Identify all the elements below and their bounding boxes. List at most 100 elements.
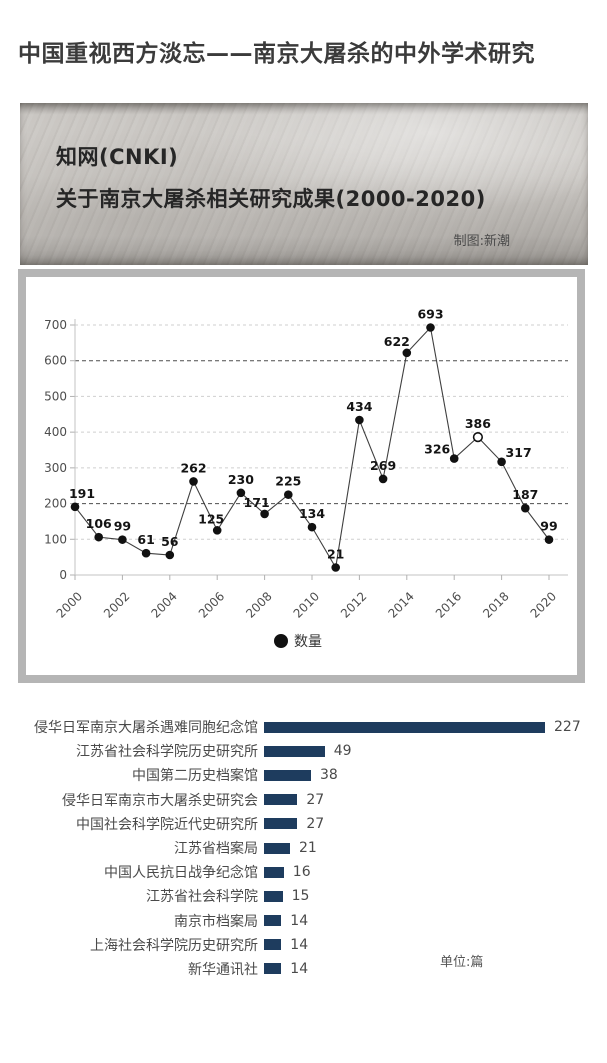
bar-value: 38: [320, 767, 338, 784]
line-chart: 0 100 200 300 400 500 600 700 2000 2002 2004 2006 20…: [44, 307, 568, 650]
data-point: [236, 488, 246, 498]
data-point-label: 225: [275, 474, 301, 489]
data-point: [521, 503, 530, 513]
x-tick-label: 2012: [338, 589, 369, 620]
bar: [264, 745, 325, 757]
data-point-label: 622: [384, 334, 410, 349]
bar-row: 侵华日军南京市大屠杀史研究会 27: [18, 788, 593, 812]
bar-value: 14: [290, 912, 309, 929]
data-point: [212, 526, 222, 535]
bar-label: 侵华日军南京大屠杀遇难同胞纪念馆: [34, 720, 258, 737]
bar: [264, 794, 298, 806]
bar-value: 227: [554, 719, 581, 736]
header-card: 知网(CNKI) 关于南京大屠杀相关研究成果(2000-2020) 制图:新潮: [20, 103, 588, 265]
data-point: [331, 563, 341, 572]
data-point: [260, 509, 269, 519]
bar: [264, 842, 290, 854]
bar-chart: 侵华日军南京大屠杀遇难同胞纪念馆 227 江苏省社会科学院历史研究所 49 中国第二历史…: [18, 715, 593, 981]
data-point: [355, 415, 364, 425]
data-point: [497, 457, 506, 467]
x-tick-label: 2002: [101, 589, 132, 620]
data-point-label: 434: [346, 399, 372, 414]
bar-value: 27: [306, 815, 325, 832]
data-point-label: 230: [228, 472, 254, 487]
bar-value: 27: [306, 791, 325, 808]
bar-row: 江苏省社会科学院历史研究所 49: [18, 739, 593, 763]
bar-label: 上海社会科学院历史研究所: [90, 937, 258, 954]
bar-label: 新华通讯社: [188, 961, 258, 978]
bar-value: 21: [299, 840, 317, 857]
data-point: [284, 490, 293, 499]
y-tick-label: 600: [44, 354, 67, 368]
data-point-label: 693: [417, 307, 443, 322]
bar: [264, 818, 298, 830]
x-tick-label: 2018: [480, 589, 511, 620]
bar-row: 江苏省社会科学院 15: [18, 884, 593, 908]
x-tick-label: 2020: [528, 589, 559, 620]
bar-label: 中国人民抗日战争纪念馆: [104, 865, 258, 882]
y-tick-label: 100: [44, 532, 67, 546]
data-point-label: 187: [512, 487, 538, 502]
data-point: [449, 454, 459, 463]
bar-label: 南京市档案局: [174, 913, 258, 930]
bar: [264, 890, 283, 902]
bar: [264, 769, 311, 781]
x-tick-label: 2014: [385, 589, 416, 620]
bar-row: 江苏省档案局 21: [18, 836, 593, 860]
legend-label: 数量: [294, 634, 322, 650]
data-point-open: [472, 432, 484, 443]
data-point-label: 56: [161, 534, 179, 549]
data-point: [94, 532, 103, 542]
bar-label: 中国社会科学院近代史研究所: [76, 816, 258, 833]
data-point: [402, 348, 412, 358]
bar-value: 49: [333, 743, 352, 760]
chart-subtitle: 关于南京大屠杀相关研究成果(2000-2020): [56, 187, 486, 211]
x-tick-label: 2006: [196, 589, 227, 620]
data-point-label: 61: [137, 532, 154, 547]
bar-row: 中国人民抗日战争纪念馆 16: [18, 860, 593, 884]
y-tick-label: 300: [44, 461, 67, 475]
data-point: [426, 323, 435, 332]
data-point-label: 326: [424, 442, 450, 457]
data-point-label: 317: [506, 445, 532, 460]
bar-value: 16: [292, 864, 311, 881]
data-point-label: 125: [198, 511, 224, 526]
bar-value: 15: [291, 888, 310, 905]
x-tick-label: 2000: [54, 589, 85, 620]
bar-row: 侵华日军南京大屠杀遇难同胞纪念馆 227: [18, 715, 593, 739]
y-tick-label: 700: [44, 318, 67, 332]
x-tick-label: 2016: [433, 589, 464, 620]
bar: [264, 939, 282, 951]
bar: [264, 963, 282, 975]
bar-label: 江苏省社会科学院: [146, 889, 258, 906]
bar-row: 上海社会科学院历史研究所 14: [18, 933, 593, 957]
y-tick-label: 400: [44, 425, 67, 439]
data-point-label: 269: [370, 458, 396, 473]
bar-label: 侵华日军南京市大屠杀史研究会: [62, 792, 258, 809]
bar: [264, 866, 284, 878]
y-tick-label: 0: [59, 568, 67, 582]
data-point-label: 171: [244, 495, 270, 510]
data-point-label: 191: [69, 486, 95, 501]
data-point-label: 99: [540, 519, 557, 534]
data-point-label: 99: [114, 519, 131, 534]
data-point: [70, 502, 80, 512]
bar-value: 14: [290, 960, 309, 977]
bar-row: 中国社会科学院近代史研究所 27: [18, 812, 593, 836]
bar-row: 新华通讯社 14: [18, 957, 593, 981]
line-chart-frame: 0 100 200 300 400 500 600 700 2000 2002 2004 2006 20…: [18, 269, 585, 683]
data-point: [141, 548, 151, 558]
x-tick-label: 2004: [148, 589, 179, 620]
bar: [264, 915, 282, 927]
data-point: [118, 535, 127, 544]
data-point: [544, 535, 554, 544]
bar-label: 江苏省社会科学院历史研究所: [76, 744, 258, 761]
y-tick-label: 200: [44, 497, 67, 511]
bar-row: 南京市档案局 14: [18, 909, 593, 933]
bar: [264, 721, 545, 733]
page-title: 中国重视西方淡忘——南京大屠杀的中外学术研究: [18, 41, 535, 67]
unit-label: 单位:篇: [440, 955, 484, 970]
bar-row: 中国第二历史档案馆 38: [18, 763, 593, 787]
data-point: [378, 474, 388, 484]
